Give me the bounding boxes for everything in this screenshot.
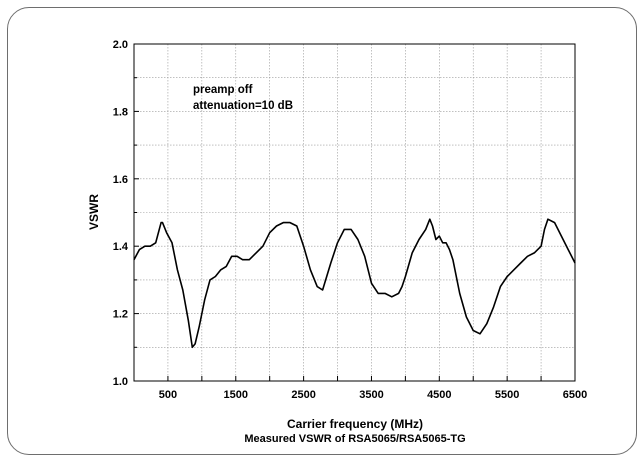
x-tick-label: 5500 xyxy=(495,389,519,401)
y-tick-label: 1.6 xyxy=(113,174,128,186)
y-tick-label: 1.0 xyxy=(113,376,128,388)
y-tick-label: 2.0 xyxy=(113,39,128,51)
y-tick-label: 1.4 xyxy=(113,241,129,253)
tick-labels: 500 1500 2500 3500 4500 5500 6500 1.0 1.2 1.4 1.6 1… xyxy=(113,39,588,401)
y-axis-label: VSWR xyxy=(87,194,101,230)
annotation-preamp: preamp off xyxy=(193,84,253,96)
chart-caption: Measured VSWR of RSA5065/RSA5065-TG xyxy=(244,433,465,445)
axis-ticks xyxy=(133,43,576,382)
grid xyxy=(134,44,575,381)
chart-frame xyxy=(7,7,637,455)
x-tick-label: 4500 xyxy=(427,389,451,401)
x-tick-label: 1500 xyxy=(224,389,248,401)
x-tick-label: 6500 xyxy=(563,389,587,401)
x-tick-label: 3500 xyxy=(359,389,383,401)
x-axis-label: Carrier frequency (MHz) xyxy=(287,417,423,431)
y-tick-label: 1.2 xyxy=(113,309,128,321)
annotation-attenuation: attenuation=10 dB xyxy=(193,100,293,112)
x-tick-label: 2500 xyxy=(291,389,315,401)
y-tick-label: 1.8 xyxy=(113,106,128,118)
vswr-series-line xyxy=(133,218,576,349)
x-tick-label: 500 xyxy=(159,389,177,401)
